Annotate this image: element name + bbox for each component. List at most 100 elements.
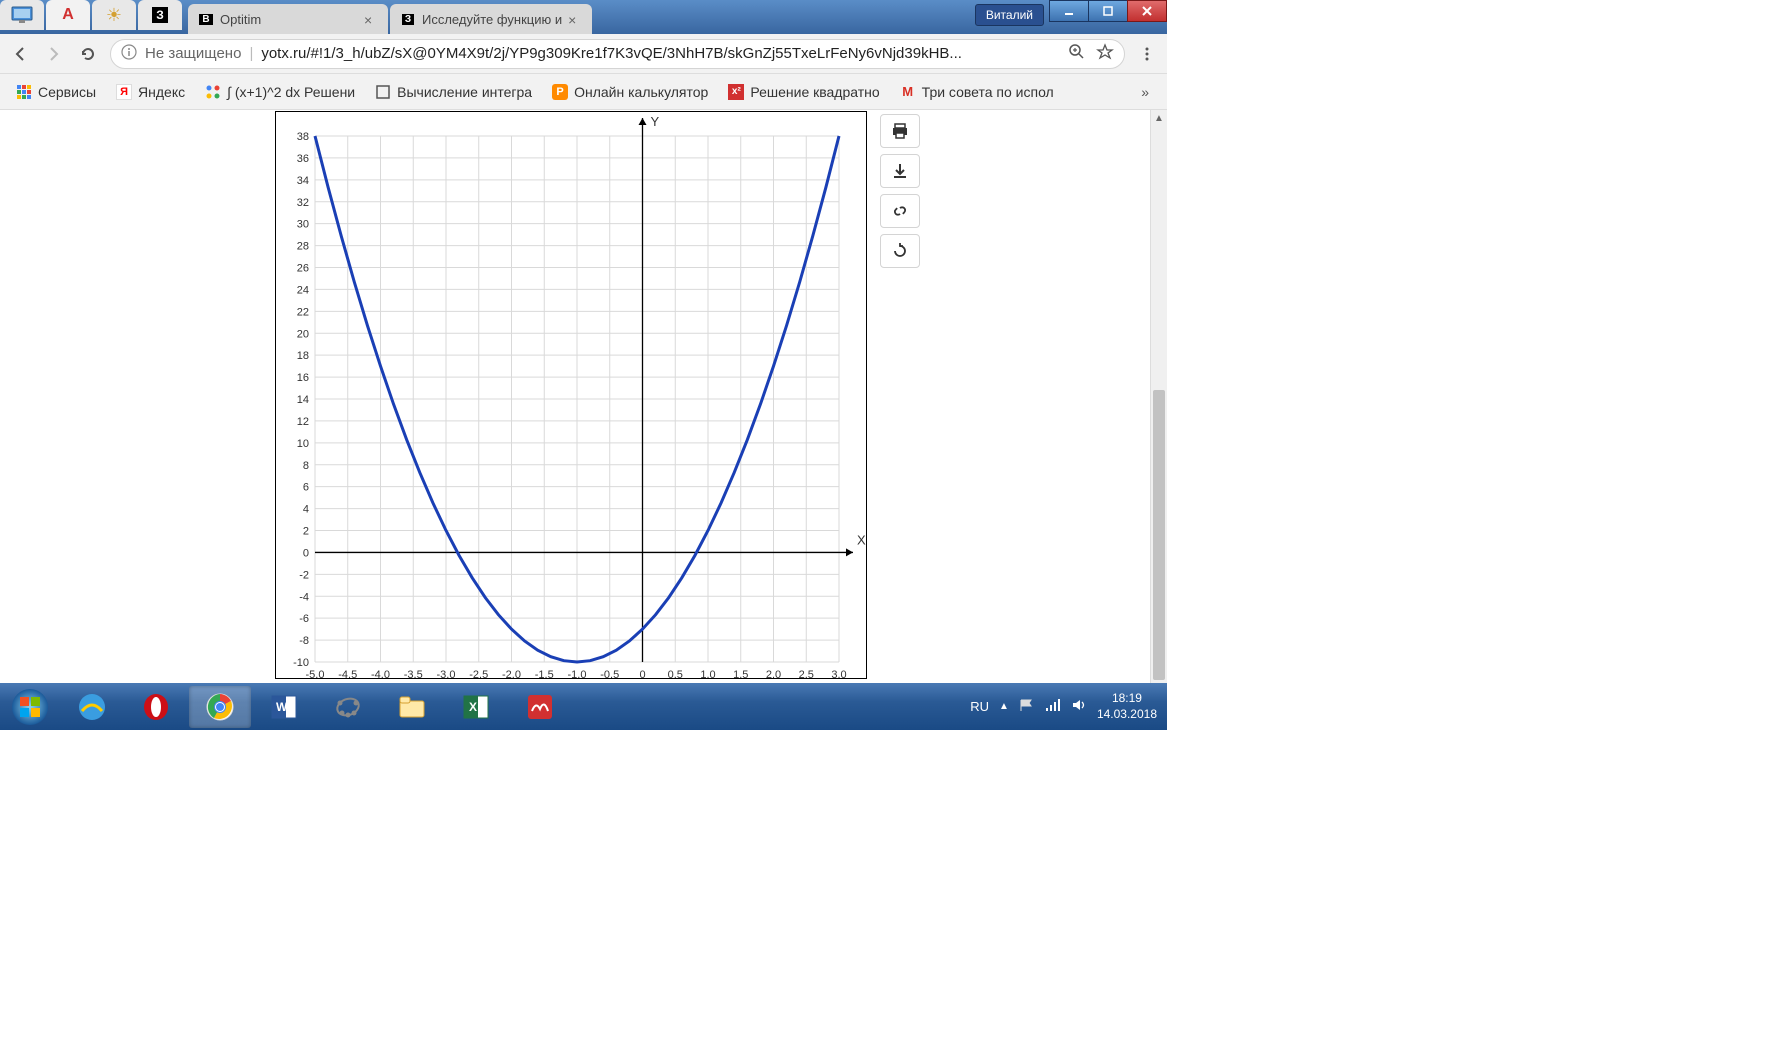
tray-clock[interactable]: 18:19 14.03.2018: [1097, 691, 1157, 722]
tab-title: Optitim: [220, 12, 358, 27]
taskbar-word[interactable]: W: [253, 686, 315, 728]
taskbar-ie[interactable]: [61, 686, 123, 728]
bookmark-gmail[interactable]: M Три совета по испол: [892, 80, 1062, 104]
svg-text:28: 28: [297, 241, 309, 253]
scroll-up-icon[interactable]: ▲: [1151, 110, 1167, 127]
user-badge[interactable]: Виталий: [975, 4, 1044, 26]
minimize-button[interactable]: [1049, 0, 1089, 22]
bookmark-label: Решение квадратно: [750, 84, 879, 100]
tab-icon: З: [400, 11, 416, 27]
svg-text:-1.0: -1.0: [568, 669, 587, 681]
link-button[interactable]: [880, 194, 920, 228]
tray-time: 18:19: [1097, 691, 1157, 707]
tray-volume-icon[interactable]: [1071, 698, 1087, 715]
bookmark-label: ∫ (x+1)^2 dx Решени: [227, 84, 355, 100]
svg-text:18: 18: [297, 350, 309, 362]
gmail-icon: M: [900, 84, 916, 100]
menu-button[interactable]: [1135, 42, 1159, 66]
chart-svg: XY-5.0-4.5-4.0-3.5-3.0-2.5-2.0-1.5-1.0-0…: [197, 111, 937, 701]
reload-button[interactable]: [76, 42, 100, 66]
p-icon: P: [552, 84, 568, 100]
taskbar-app[interactable]: [509, 686, 571, 728]
bookmark-yandex[interactable]: Я Яндекс: [108, 80, 193, 104]
svg-text:20: 20: [297, 328, 309, 340]
svg-text:-3.5: -3.5: [404, 669, 423, 681]
tray-arrow-icon[interactable]: ▲: [999, 701, 1009, 712]
action-buttons: [880, 114, 920, 268]
svg-text:2.0: 2.0: [766, 669, 781, 681]
bookmark-quadratic[interactable]: x² Решение квадратно: [720, 80, 887, 104]
tray-flag-icon[interactable]: [1019, 698, 1035, 715]
svg-text:10: 10: [297, 438, 309, 450]
system-tab-active[interactable]: A: [46, 0, 90, 30]
box-icon: [375, 84, 391, 100]
url-text: yotx.ru/#!1/3_h/ubZ/sX@0YM4X9t/2j/YP9g30…: [261, 45, 1060, 62]
svg-text:-2: -2: [299, 569, 309, 581]
svg-text:36: 36: [297, 153, 309, 165]
taskbar-geogebra[interactable]: [317, 686, 379, 728]
svg-text:12: 12: [297, 416, 309, 428]
star-icon[interactable]: [1096, 43, 1114, 65]
svg-text:-10: -10: [293, 657, 309, 669]
svg-text:-5.0: -5.0: [306, 669, 325, 681]
bookmark-integral[interactable]: ∫ (x+1)^2 dx Решени: [197, 80, 363, 104]
tab-close-icon[interactable]: ×: [364, 12, 378, 26]
bookmark-label: Три совета по испол: [922, 84, 1054, 100]
x2-icon: x²: [728, 84, 744, 100]
tab-research[interactable]: З Исследуйте функцию и ×: [390, 4, 592, 34]
taskbar-excel[interactable]: X: [445, 686, 507, 728]
svg-text:-4.0: -4.0: [371, 669, 390, 681]
tab-optitim[interactable]: B Optitim ×: [188, 4, 388, 34]
zoom-icon[interactable]: [1068, 43, 1086, 65]
svg-text:-2.5: -2.5: [469, 669, 488, 681]
svg-text:3.0: 3.0: [831, 669, 846, 681]
scroll-thumb[interactable]: [1153, 390, 1165, 680]
system-tab-sun[interactable]: ☀: [92, 0, 136, 30]
taskbar-opera[interactable]: [125, 686, 187, 728]
start-button[interactable]: [0, 683, 60, 730]
print-button[interactable]: [880, 114, 920, 148]
browser-titlebar: A ☀ З B Optitim × З Исследуйте функцию и…: [0, 0, 1167, 34]
svg-text:-8: -8: [299, 635, 309, 647]
tray-date: 14.03.2018: [1097, 707, 1157, 723]
bookmark-calc[interactable]: Вычисление интегра: [367, 80, 540, 104]
svg-text:1.0: 1.0: [700, 669, 715, 681]
bookmark-services[interactable]: Сервисы: [8, 80, 104, 104]
forward-button[interactable]: [42, 42, 66, 66]
close-button[interactable]: [1127, 0, 1167, 22]
system-tab-monitor[interactable]: [0, 0, 44, 30]
dots-icon: [205, 84, 221, 100]
taskbar-chrome[interactable]: [189, 686, 251, 728]
svg-text:32: 32: [297, 197, 309, 209]
svg-text:0: 0: [639, 669, 645, 681]
svg-text:-0.5: -0.5: [600, 669, 619, 681]
tab-title: Исследуйте функцию и: [422, 12, 562, 27]
address-bar[interactable]: Не защищено | yotx.ru/#!1/3_h/ubZ/sX@0YM…: [110, 39, 1125, 69]
svg-text:14: 14: [297, 394, 309, 406]
tab-close-icon[interactable]: ×: [568, 12, 582, 26]
download-button[interactable]: [880, 154, 920, 188]
svg-text:8: 8: [303, 460, 309, 472]
bookmark-online-calc[interactable]: P Онлайн калькулятор: [544, 80, 716, 104]
svg-text:X: X: [469, 700, 477, 714]
tray-language[interactable]: RU: [970, 699, 989, 714]
back-button[interactable]: [8, 42, 32, 66]
bookmark-label: Яндекс: [138, 84, 185, 100]
svg-text:-3.0: -3.0: [437, 669, 456, 681]
tray-network-icon[interactable]: [1045, 698, 1061, 715]
svg-text:X: X: [857, 532, 866, 547]
vertical-scrollbar[interactable]: ▲ ▼: [1150, 110, 1167, 730]
share-button[interactable]: [880, 234, 920, 268]
bookmark-label: Онлайн калькулятор: [574, 84, 708, 100]
svg-text:16: 16: [297, 372, 309, 384]
info-icon: [121, 44, 137, 64]
maximize-button[interactable]: [1088, 0, 1128, 22]
content-area: XY-5.0-4.5-4.0-3.5-3.0-2.5-2.0-1.5-1.0-0…: [0, 110, 1167, 730]
svg-text:38: 38: [297, 131, 309, 143]
bookmarks-overflow[interactable]: »: [1131, 84, 1159, 100]
svg-text:Y: Y: [651, 114, 660, 129]
bookmark-label: Вычисление интегра: [397, 84, 532, 100]
taskbar-explorer[interactable]: [381, 686, 443, 728]
system-tab-z[interactable]: З: [138, 0, 182, 30]
system-tray: RU ▲ 18:19 14.03.2018: [960, 691, 1167, 722]
